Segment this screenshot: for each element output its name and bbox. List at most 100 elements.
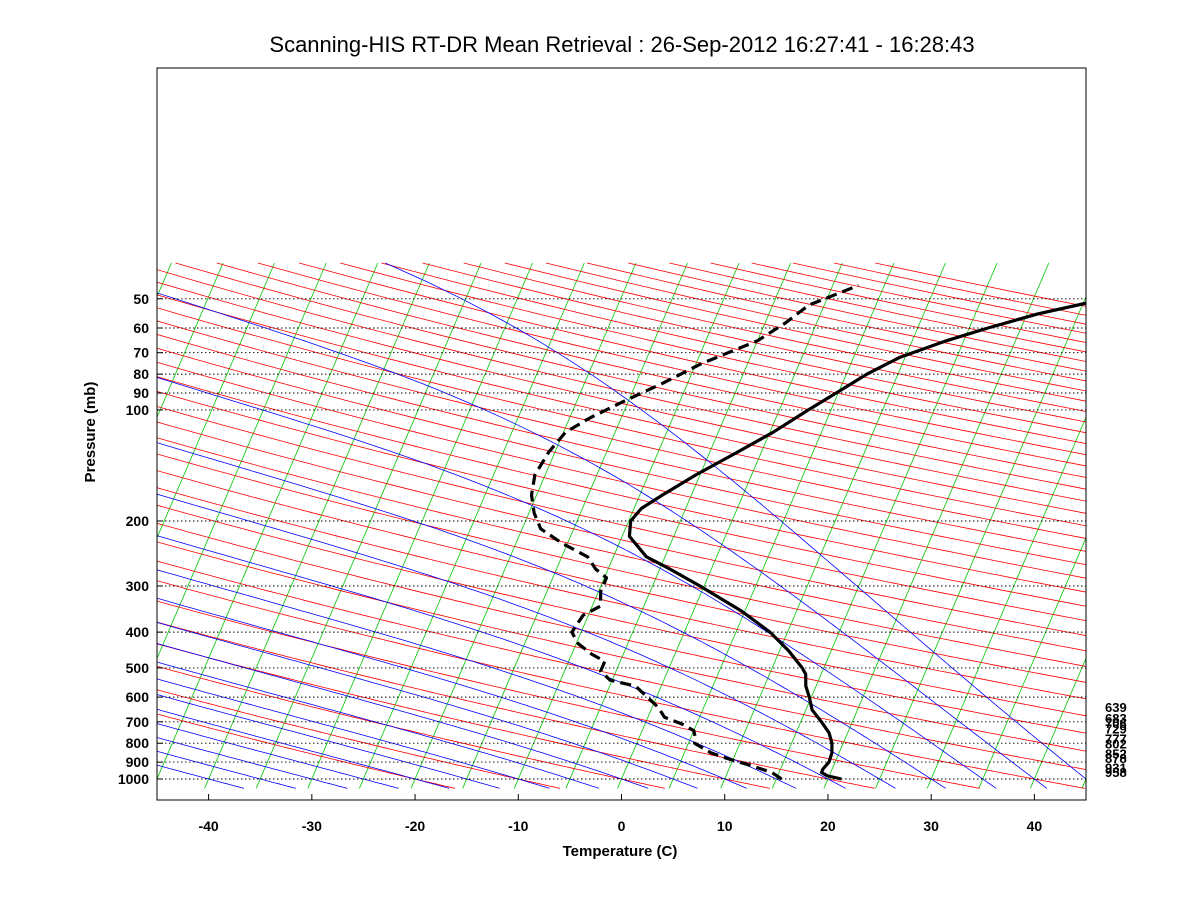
y-tick-label: 500 xyxy=(126,660,150,676)
right-label: 683 xyxy=(1105,711,1127,726)
isotherm-line xyxy=(617,262,843,789)
dry-adiabat-line xyxy=(157,621,875,789)
y-tick-label: 1000 xyxy=(118,771,149,787)
right-label: 958 xyxy=(1105,765,1127,780)
moist-adiabat-line xyxy=(157,569,797,789)
x-tick-label: -30 xyxy=(302,818,322,834)
dewpoint-profile-line xyxy=(529,283,860,781)
moist-adiabat-line xyxy=(385,262,1086,780)
y-tick-label: 70 xyxy=(133,345,149,361)
dry-adiabat-line xyxy=(157,487,1086,700)
right-label: 777 xyxy=(1105,732,1127,747)
chart-title: Scanning-HIS RT-DR Mean Retrieval : 26-S… xyxy=(269,32,974,57)
dry-adiabat-line xyxy=(157,406,1086,622)
dry-adiabat-line xyxy=(157,361,1086,579)
isotherm-line xyxy=(823,262,1050,789)
right-label: 706 xyxy=(1105,716,1127,731)
dry-adiabat-line xyxy=(157,541,1086,752)
x-tick-label: -40 xyxy=(198,818,218,834)
dry-adiabat-line xyxy=(157,600,980,789)
y-tick-label: 400 xyxy=(126,624,150,640)
dry-adiabat-lines xyxy=(157,262,1086,789)
isotherm-line xyxy=(565,262,792,789)
dry-adiabat-line xyxy=(157,580,1085,789)
dry-adiabat-line xyxy=(157,421,1086,636)
y-tick-label: 800 xyxy=(126,735,150,751)
isotherm-line xyxy=(462,262,688,789)
moist-adiabat-line xyxy=(157,622,698,789)
dry-adiabat-line xyxy=(157,453,1086,667)
dry-adiabat-line xyxy=(157,522,1086,734)
moist-adiabat-line xyxy=(157,292,1048,789)
x-axis-ticks: -40 -30 -20 -10 0 10 20 30 40 xyxy=(198,794,1042,834)
temperature-profile-line xyxy=(627,301,1086,781)
isotherm-line xyxy=(255,262,482,789)
isotherm-line xyxy=(720,262,946,789)
y-axis-label: Pressure (mb) xyxy=(82,382,99,483)
moist-adiabat-line xyxy=(157,694,500,789)
dry-adiabat-line xyxy=(157,390,1086,607)
isotherm-line xyxy=(926,416,1086,789)
x-tick-label: -10 xyxy=(508,818,528,834)
dry-adiabat-line xyxy=(157,470,1086,683)
y-tick-label: 80 xyxy=(133,366,149,382)
dry-adiabat-line xyxy=(157,643,770,789)
dry-adiabat-line xyxy=(157,560,1086,770)
x-tick-label: 20 xyxy=(820,818,836,834)
x-tick-label: 10 xyxy=(717,818,733,834)
moist-adiabat-line xyxy=(157,597,747,789)
dry-adiabat-line xyxy=(157,665,665,789)
pressure-grid-lines xyxy=(157,298,1086,780)
x-tick-label: 40 xyxy=(1027,818,1043,834)
right-label: 931 xyxy=(1105,761,1127,776)
isotherm-line xyxy=(359,262,585,789)
isotherm-line xyxy=(157,262,275,539)
dry-adiabat-line xyxy=(157,333,1086,552)
isotherm-line xyxy=(157,262,224,419)
moist-adiabat-line xyxy=(157,678,550,789)
isotherm-line xyxy=(1030,657,1086,789)
moist-adiabat-line xyxy=(157,442,946,789)
y-tick-label: 600 xyxy=(126,689,150,705)
isotherm-line xyxy=(204,262,430,789)
x-tick-label: 0 xyxy=(618,818,626,834)
moist-adiabat-line xyxy=(157,377,997,789)
moist-adiabat-line xyxy=(157,723,399,789)
y-tick-label: 900 xyxy=(126,754,150,770)
dry-adiabat-line xyxy=(157,713,455,789)
moist-adiabat-line xyxy=(157,750,296,789)
right-label: 729 xyxy=(1105,721,1127,736)
y-tick-label: 60 xyxy=(133,320,149,336)
right-label: 878 xyxy=(1105,751,1127,766)
dry-adiabat-line xyxy=(157,437,1086,652)
moist-adiabat-line xyxy=(157,643,649,789)
isotherm-line xyxy=(307,262,533,789)
right-label: 802 xyxy=(1105,737,1127,752)
isotherm-line xyxy=(157,262,327,660)
dry-adiabat-line xyxy=(157,320,1086,539)
isotherm-line xyxy=(978,536,1086,789)
y-tick-label: 90 xyxy=(133,385,149,401)
y-tick-label: 300 xyxy=(126,578,150,594)
moist-adiabat-line xyxy=(157,737,348,789)
dry-adiabat-line xyxy=(157,504,1086,717)
y-tick-label: 200 xyxy=(126,513,150,529)
dry-adiabat-line xyxy=(157,347,1086,566)
isotherm-line xyxy=(875,295,1086,789)
sounding-profiles xyxy=(529,283,1086,781)
x-axis-label: Temperature (C) xyxy=(563,843,678,860)
right-label: 639 xyxy=(1105,700,1127,715)
x-tick-label: 30 xyxy=(923,818,939,834)
isotherm-line xyxy=(668,262,895,789)
x-tick-label: -20 xyxy=(405,818,425,834)
moist-adiabat-line xyxy=(157,661,600,789)
y-tick-label: 100 xyxy=(126,402,150,418)
y-tick-label: 700 xyxy=(126,714,150,730)
moist-adiabat-line xyxy=(157,708,450,789)
dry-adiabat-line xyxy=(157,689,560,789)
moist-adiabat-line xyxy=(157,493,896,789)
dry-adiabat-line xyxy=(157,376,1086,593)
